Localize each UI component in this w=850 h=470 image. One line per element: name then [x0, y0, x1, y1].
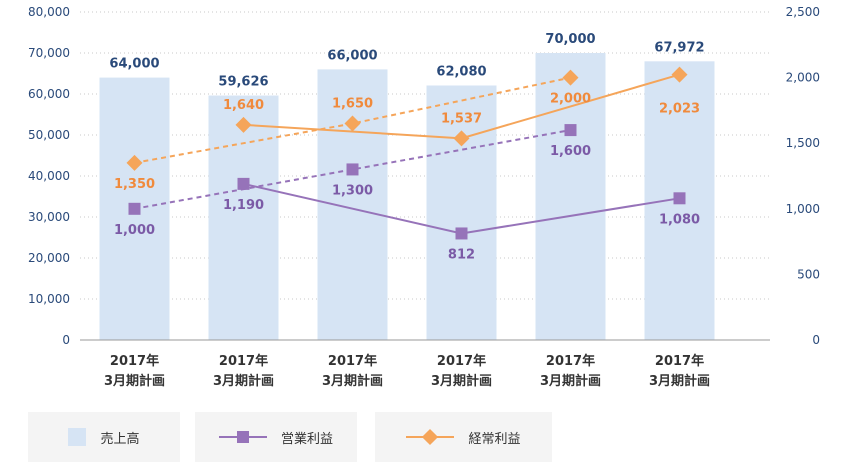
ordinary-profit-point: [235, 116, 252, 133]
ordinary-profit-point: [562, 69, 579, 86]
ordinary-profit-label: 1,350: [114, 177, 155, 192]
operating-profit-point: [237, 177, 250, 190]
operating-profit-point: [564, 124, 577, 137]
x-axis-label-period: 3月期計画: [213, 373, 274, 389]
operating-profit-label: 1,000: [114, 223, 155, 238]
operating-profit-label: 1,190: [223, 198, 264, 213]
legend-item-operating-profit: 営業利益: [195, 412, 357, 462]
sales-bar-label: 67,972: [654, 40, 704, 55]
left-axis-tick: 30,000: [28, 210, 70, 224]
x-axis-label-year: 2017年: [110, 353, 159, 369]
right-axis-tick: 2,000: [786, 71, 820, 85]
ordinary-profit-plan-line: [134, 76, 571, 164]
operating-profit-label: 1,300: [332, 183, 373, 198]
operating-profit-label: 812: [448, 247, 475, 262]
axes: 0 10,000 20,000 30,000 40,000 50,000 60,000 70,…: [28, 5, 820, 389]
x-axis-label-year: 2017年: [546, 353, 595, 369]
combo-chart: 64,000 59,626 66,000 62,080 70,000 67,972 1,00…: [28, 5, 820, 389]
operating-profit-point: [455, 227, 468, 240]
operating-profit-point: [128, 202, 141, 215]
x-axis-label-period: 3月期計画: [649, 373, 710, 389]
series-markers: [126, 66, 688, 240]
legend-label-ordinary-profit: 経常利益: [468, 431, 521, 447]
sales-bar-label: 64,000: [109, 57, 159, 72]
sales-bar-label: 59,626: [218, 75, 268, 90]
operating-profit-plan-line: [134, 129, 571, 210]
ordinary-profit-label: 1,537: [441, 111, 482, 126]
x-axis-label-year: 2017年: [219, 353, 268, 369]
legend-item-sales: 売上高: [28, 412, 180, 462]
x-axis-label-period: 3月期計画: [540, 373, 601, 389]
x-axis-label-year: 2017年: [328, 353, 377, 369]
sales-bar-label: 62,080: [436, 64, 486, 79]
operating-profit-point: [346, 163, 359, 176]
left-axis-tick: 10,000: [28, 292, 70, 306]
operating-profit-point: [673, 192, 686, 205]
operating-profit-label: 1,600: [550, 144, 591, 159]
legend-item-ordinary-profit: 経常利益: [375, 412, 552, 462]
ordinary-profit-label: 1,640: [223, 98, 264, 113]
sales-swatch: [68, 428, 87, 446]
operating-profit-label: 1,080: [659, 212, 700, 227]
right-axis-tick: 2,500: [786, 5, 820, 19]
data-labels: 64,000 59,626 66,000 62,080 70,000 67,972 1,00…: [109, 32, 704, 262]
ordinary-profit-point: [126, 154, 143, 171]
sales-bar: [208, 95, 279, 340]
left-axis-tick: 0: [62, 333, 70, 347]
left-axis-tick: 80,000: [28, 5, 70, 19]
ordinary-profit-label: 2,000: [550, 92, 591, 107]
ordinary-profit-point: [344, 115, 361, 132]
sales-bar-label: 70,000: [545, 32, 595, 47]
x-axis-label-period: 3月期計画: [431, 373, 492, 389]
sales-bar: [426, 85, 497, 340]
ordinary-profit-label: 1,650: [332, 97, 373, 112]
x-axis-label-period: 3月期計画: [104, 373, 165, 389]
left-axis-tick: 40,000: [28, 169, 70, 183]
ordinary-profit-point: [671, 66, 688, 83]
operating-profit-swatch: [218, 430, 267, 444]
sales-bar-label: 66,000: [327, 48, 377, 63]
x-axis-label-year: 2017年: [655, 353, 704, 369]
right-axis-tick: 1,500: [786, 136, 820, 150]
x-axis-label-year: 2017年: [437, 353, 486, 369]
left-axis-tick: 20,000: [28, 251, 70, 265]
sales-bar: [317, 69, 388, 341]
left-axis-tick: 50,000: [28, 128, 70, 142]
grid-lines: [80, 11, 770, 300]
left-axis-tick: 60,000: [28, 87, 70, 101]
right-axis-tick: 0: [812, 333, 820, 347]
bars: [99, 53, 715, 341]
right-axis-tick: 500: [797, 267, 820, 281]
ordinary-profit-label: 2,023: [659, 102, 700, 117]
ordinary-profit-swatch: [406, 428, 455, 446]
sales-bar: [535, 53, 606, 340]
ordinary-profit-point: [453, 130, 470, 147]
legend-label-operating-profit: 営業利益: [280, 431, 333, 447]
right-axis-tick: 1,000: [786, 202, 820, 216]
left-axis-tick: 70,000: [28, 46, 70, 60]
legend-label-sales: 売上高: [100, 431, 140, 447]
x-axis-label-period: 3月期計画: [322, 373, 383, 389]
